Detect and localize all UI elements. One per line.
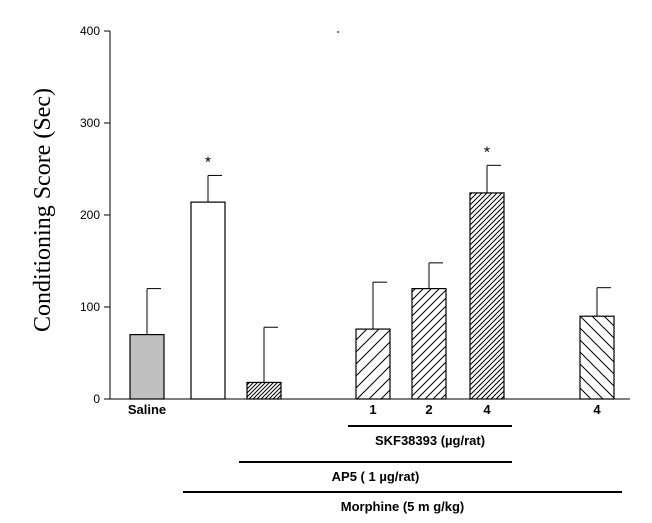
- bar: [355, 328, 391, 400]
- bar-group: 1: [355, 281, 391, 417]
- significance-star: *: [205, 154, 211, 171]
- group-2: Morphine (5 m g/kg): [183, 491, 622, 514]
- bars: Saline*1 2*4 4: [128, 144, 615, 417]
- y-axis-label: Conditioning Score (Sec): [30, 88, 56, 332]
- bar-label: 4: [593, 402, 601, 417]
- bar-label: Saline: [128, 402, 166, 417]
- y-tick-label: 400: [80, 24, 100, 38]
- bar-label: 2: [425, 402, 432, 417]
- bar: [190, 201, 226, 400]
- y-tick-label: 300: [80, 116, 100, 130]
- group-label: Morphine (5 m g/kg): [341, 499, 465, 514]
- bar: [469, 192, 505, 400]
- y-tick-label: 100: [80, 300, 100, 314]
- bar-label: 4: [483, 402, 491, 417]
- bar: [129, 334, 165, 400]
- significance-star: *: [484, 144, 490, 161]
- bar-group: 4: [579, 287, 615, 417]
- bar: [579, 315, 615, 400]
- y-tick-label: 0: [93, 392, 100, 406]
- group-1: AP5 ( 1 µg/rat): [239, 461, 512, 484]
- treatment-groups: SKF38393 (µg/rat) AP5 ( 1 µg/rat) Morphine…: [183, 425, 622, 514]
- bar-group: [246, 326, 282, 400]
- bar: [246, 381, 282, 400]
- bar-group: *: [190, 154, 226, 400]
- bar-group: *4: [469, 144, 505, 417]
- bar: [411, 288, 447, 400]
- bar-group: Saline: [128, 288, 166, 417]
- bar-group: 2: [411, 262, 447, 417]
- bar-label: 1: [369, 402, 376, 417]
- group-label: AP5 ( 1 µg/rat): [332, 469, 420, 484]
- stray-dot: [337, 31, 339, 33]
- group-0: SKF38393 (µg/rat): [348, 425, 512, 448]
- y-ticks: 0 100 200 300 400: [80, 24, 110, 406]
- y-tick-label: 200: [80, 208, 100, 222]
- group-label: SKF38393 (µg/rat): [375, 433, 485, 448]
